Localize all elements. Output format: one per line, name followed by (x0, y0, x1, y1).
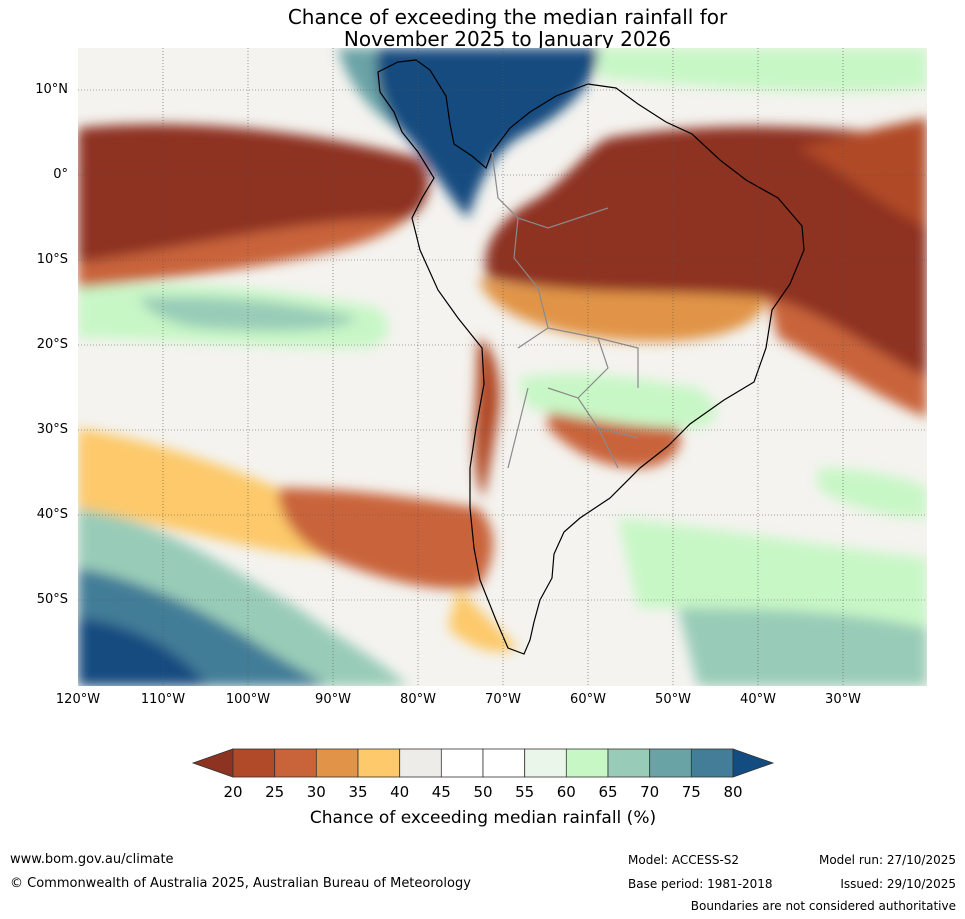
colorbar-segment-45-50 (440, 748, 484, 778)
lon-label-60w: 60°W (570, 692, 606, 707)
colorbar-tick-70: 70 (640, 783, 660, 801)
region-south-america-interior-light (518, 373, 717, 428)
colorbar-tick-40: 40 (390, 783, 410, 801)
lon-label-30w: 30°W (825, 692, 861, 707)
colorbar-segment-above-80 (732, 748, 775, 778)
colorbar-segment-below-20 (191, 748, 234, 778)
colorbar-tick-35: 35 (348, 783, 368, 801)
footer-issued: Issued: 29/10/2025 (840, 877, 956, 891)
lat-label-0: 0° (53, 167, 68, 182)
lon-label-120w: 120°W (55, 692, 101, 707)
region-brazil-atlantic-dry (485, 126, 927, 378)
lon-label-110w: 110°W (140, 692, 186, 707)
region-chile-coast-dry (474, 338, 500, 498)
region-brazil-dry-edge (768, 298, 927, 418)
colorbar-tick-30: 30 (306, 783, 326, 801)
region-southeast-light (618, 518, 927, 628)
colorbar-segment-50-55 (482, 748, 526, 778)
colorbar-tick-25: 25 (265, 783, 285, 801)
colorbar-segment-55-60 (524, 748, 567, 778)
colorbar-segment-75-80 (690, 748, 734, 778)
rainfall-outlook-map (78, 48, 927, 686)
colorbar-tick-45: 45 (431, 783, 451, 801)
colorbar-segment-30-35 (315, 748, 359, 778)
region-southeast-wet (678, 599, 927, 686)
colorbar-segment-65-70 (607, 748, 651, 778)
country-boundaries (491, 151, 639, 469)
colorbar-segment-25-30 (274, 748, 317, 778)
footer-base-period: Base period: 1981-2018 (628, 877, 773, 891)
region-atlantic-mid-light (818, 468, 927, 518)
colorbar-segment-20-25 (232, 748, 276, 778)
colorbar-tick-60: 60 (556, 783, 576, 801)
colorbar-tick-75: 75 (681, 783, 701, 801)
footer-copyright: © Commonwealth of Australia 2025, Austra… (10, 876, 471, 891)
colorbar-label: Chance of exceeding median rainfall (%) (309, 808, 657, 828)
region-southwest-very-wet (78, 618, 208, 686)
map-title-line2: November 2025 to January 2026 (343, 27, 672, 51)
colorbar-segment-40-45 (399, 748, 442, 778)
colorbar-tick-50: 50 (473, 783, 493, 801)
footer-boundaries-note: Boundaries are not considered authoritat… (690, 899, 956, 913)
footer-model: Model: ACCESS-S2 (628, 853, 740, 867)
region-patagonia-yellow (448, 588, 518, 652)
region-atlantic-north-dry (798, 118, 927, 228)
region-south-pacific-orange (278, 488, 493, 589)
lat-label-20s: 20°S (36, 337, 68, 352)
region-northeast-light (598, 48, 927, 93)
region-amazon-orange (478, 278, 768, 342)
lat-label-10n: 10°N (35, 82, 68, 97)
region-north-pacific-dry-edge (78, 218, 408, 288)
region-south-pacific-yellow (78, 428, 328, 558)
south-america-coastline (377, 59, 805, 655)
region-caribbean-wet-rim (338, 48, 398, 128)
colorbar-segment-70-75 (649, 748, 692, 778)
colorbar-tick-65: 65 (598, 783, 618, 801)
colorbar-tick-80: 80 (723, 783, 743, 801)
colorbar-segment-60-65 (565, 748, 609, 778)
lon-label-50w: 50°W (655, 692, 691, 707)
region-subtropical-pacific-teal (138, 296, 358, 331)
colorbar-tick-55: 55 (515, 783, 535, 801)
lat-label-40s: 40°S (36, 507, 68, 522)
region-caribbean-wet (376, 48, 598, 218)
lon-label-70w: 70°W (485, 692, 521, 707)
lon-label-90w: 90°W (315, 692, 351, 707)
lat-label-30s: 30°S (36, 422, 68, 437)
lon-label-100w: 100°W (225, 692, 271, 707)
lat-label-10s: 10°S (36, 252, 68, 267)
colorbar-tick-20: 20 (223, 783, 243, 801)
region-north-pacific-dry (78, 124, 429, 263)
lon-label-40w: 40°W (740, 692, 776, 707)
lon-label-80w: 80°W (400, 692, 436, 707)
colorbar (191, 748, 775, 778)
colorbar-segment-35-40 (357, 748, 401, 778)
map-title-line1: Chance of exceeding the median rainfall … (287, 5, 728, 29)
graticule (78, 48, 927, 686)
footer-url: www.bom.gov.au/climate (10, 852, 174, 867)
footer-model-run: Model run: 27/10/2025 (818, 853, 956, 867)
lat-label-50s: 50°S (36, 592, 68, 607)
